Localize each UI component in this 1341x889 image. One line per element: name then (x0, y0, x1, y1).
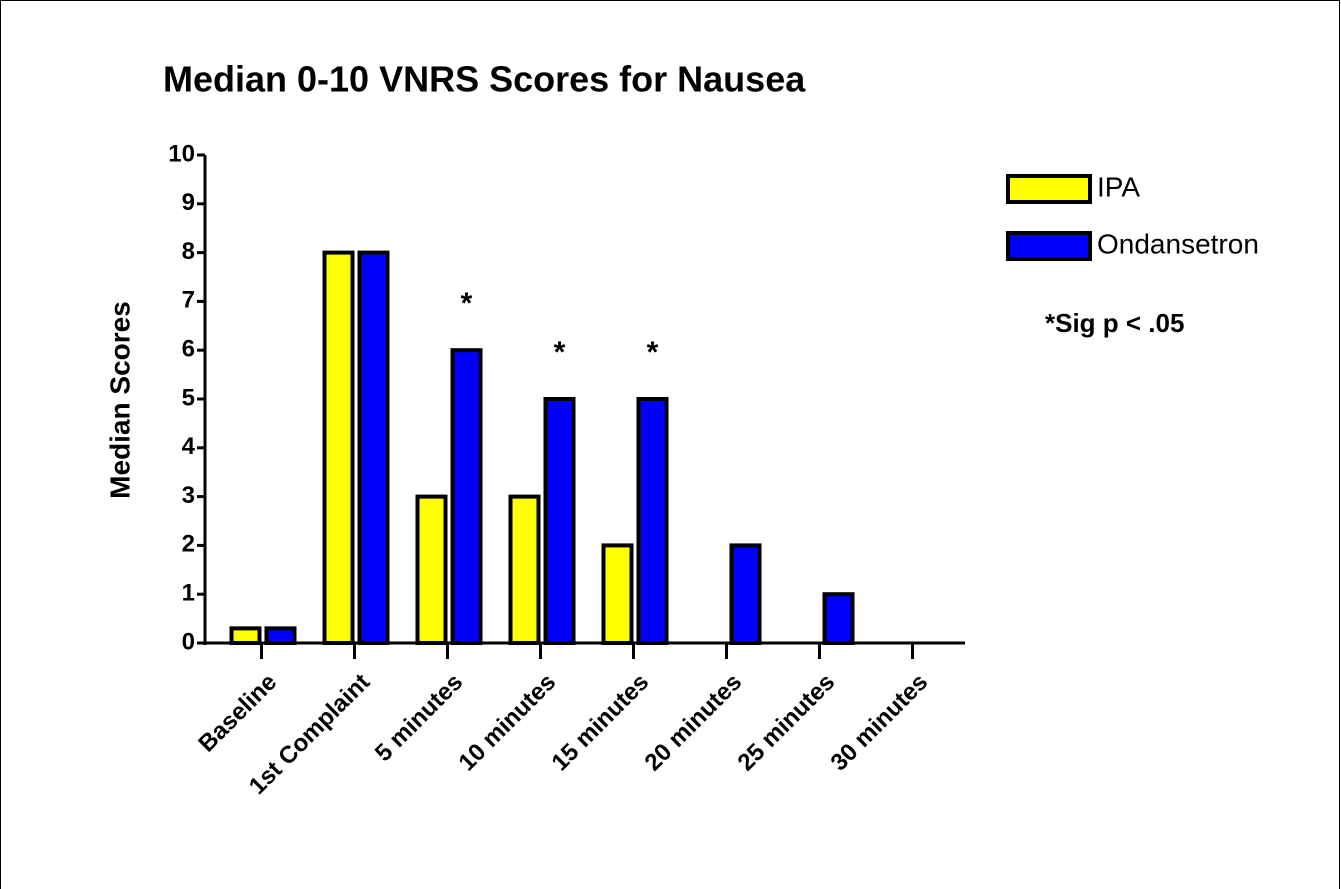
x-tick-label: 5 minutes (370, 669, 468, 767)
x-tick-label: 15 minutes (546, 669, 654, 777)
chart-title: Median 0-10 VNRS Scores for Nausea (163, 59, 806, 100)
legend-label: Ondansetron (1097, 228, 1259, 259)
y-tick-label: 6 (182, 336, 195, 363)
bar (636, 397, 669, 645)
legend-label: IPA (1097, 171, 1140, 202)
y-tick-label: 7 (182, 287, 195, 314)
bar (322, 250, 355, 645)
bar (357, 250, 390, 645)
y-tick-label: 4 (182, 433, 196, 460)
annotation: * (554, 336, 566, 369)
y-tick-label: 8 (182, 238, 195, 265)
y-tick-label: 9 (182, 189, 195, 216)
y-tick-label: 0 (182, 628, 195, 655)
x-tick-label: 10 minutes (453, 669, 561, 777)
bar (508, 494, 541, 645)
annotation: * (647, 336, 659, 369)
y-tick-label: 10 (168, 140, 195, 167)
bar (415, 494, 448, 645)
bar (543, 397, 576, 645)
bar (601, 543, 634, 646)
bar (229, 626, 262, 645)
y-tick-label: 2 (182, 531, 195, 558)
legend-swatch (1006, 231, 1092, 261)
y-tick-label: 5 (182, 384, 195, 411)
bar (264, 626, 297, 645)
bar (729, 543, 762, 646)
bar (822, 592, 855, 646)
x-tick-label: Baseline (193, 669, 282, 758)
y-tick-label: 3 (182, 482, 195, 509)
annotation: * (461, 287, 473, 320)
y-axis-label: Median Scores (104, 301, 135, 499)
y-tick-label: 1 (182, 580, 195, 607)
x-tick-label: 25 minutes (732, 669, 840, 777)
legend-swatch (1006, 174, 1092, 204)
bar (450, 348, 483, 645)
note: *Sig p < .05 (1045, 308, 1184, 338)
x-tick-label: 20 minutes (639, 669, 747, 777)
x-tick-label: 30 minutes (825, 669, 933, 777)
